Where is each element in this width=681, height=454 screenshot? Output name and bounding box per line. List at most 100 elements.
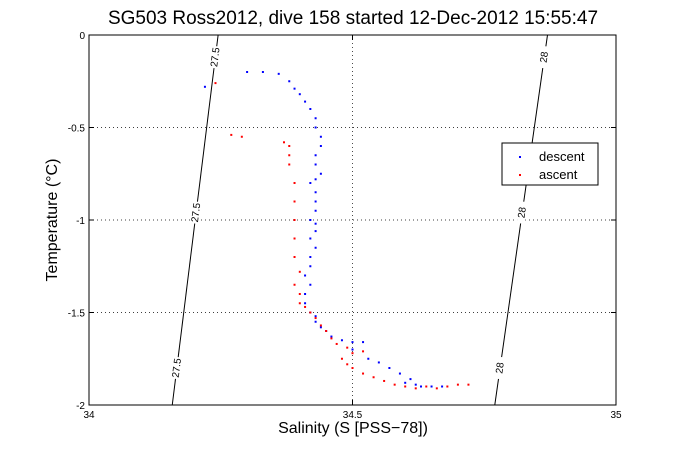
ascent-point <box>446 385 449 388</box>
ascent-point <box>298 293 301 295</box>
ascent-point <box>425 385 428 388</box>
ascent-point <box>456 383 459 386</box>
ascent-point <box>293 182 296 184</box>
ascent-point <box>362 350 365 353</box>
descent-point <box>314 154 317 157</box>
descent-point <box>314 200 317 203</box>
descent-point <box>288 80 291 83</box>
legend-box <box>501 142 599 186</box>
descent-point <box>277 72 280 75</box>
descent-point <box>309 237 312 240</box>
descent-point <box>377 361 380 364</box>
ascent-point <box>393 383 396 386</box>
x-tick-label: 34.5 <box>343 410 363 421</box>
descent-point <box>246 71 249 73</box>
isopycnal-label-mask <box>171 356 183 380</box>
descent-point <box>430 385 433 388</box>
ascent-point <box>298 302 301 305</box>
descent-point <box>314 178 317 181</box>
ascent-point <box>319 324 322 327</box>
descent-point <box>309 219 312 221</box>
y-tick-label: -1.5 <box>68 309 86 320</box>
legend-label-descent: descent <box>539 149 585 164</box>
isopycnal-label: 27.5 <box>171 357 184 378</box>
ascent-point <box>304 305 307 308</box>
descent-point <box>314 163 317 166</box>
ascent-point <box>435 387 438 390</box>
descent-point <box>314 126 317 129</box>
y-tick-label: 0 <box>79 31 85 42</box>
y-tick-label: -2 <box>76 401 85 412</box>
isopycnal-label: 28 <box>494 361 507 374</box>
ascent-point <box>293 219 296 221</box>
descent-point <box>203 85 206 88</box>
descent-point <box>261 71 264 73</box>
descent-point <box>314 117 317 120</box>
descent-point <box>319 135 322 138</box>
y-tick-label: -1 <box>76 216 85 227</box>
descent-point <box>309 265 312 268</box>
descent-point <box>351 348 354 351</box>
descent-point <box>309 182 312 184</box>
isopycnal-label-mask <box>516 201 528 225</box>
descent-point <box>319 145 322 147</box>
ascent-point <box>240 135 243 138</box>
ascent-point <box>372 376 375 379</box>
descent-point <box>304 274 307 277</box>
descent-point <box>319 326 322 329</box>
descent-point <box>304 293 307 295</box>
descent-point <box>441 385 444 388</box>
ascent-point <box>362 372 365 375</box>
ascent-point <box>346 363 349 366</box>
descent-point <box>362 341 365 344</box>
ascent-point <box>467 383 470 386</box>
ascent-point <box>414 387 417 390</box>
descent-series <box>203 71 444 388</box>
isopycnal-label: 28 <box>516 206 529 219</box>
isopycnal-group: 27.5 27.5 27.5 28 28 28 <box>171 35 551 405</box>
isopycnal-label-mask <box>494 356 506 380</box>
isopycnal-label-mask <box>210 45 221 69</box>
ascent-point <box>335 342 338 345</box>
ascent-point <box>351 352 354 355</box>
ascent-point <box>288 163 291 166</box>
ascent-point <box>288 154 291 157</box>
ascent-point <box>346 346 349 349</box>
descent-point <box>314 230 317 233</box>
descent-point <box>309 108 312 110</box>
isopycnal-label: 27.5 <box>190 202 203 223</box>
descent-point <box>404 381 407 384</box>
ascent-point <box>325 330 328 332</box>
ascent-point <box>404 385 407 388</box>
ascent-point <box>340 357 343 360</box>
descent-point <box>314 209 317 212</box>
legend: descent ascent <box>501 142 599 186</box>
descent-point <box>414 383 417 386</box>
ascent-point <box>293 256 296 258</box>
ascent-point <box>314 317 317 320</box>
ascent-series <box>214 82 470 390</box>
y-axis-label: Temperature (°C) <box>44 159 61 282</box>
ascent-point <box>288 145 291 147</box>
descent-point <box>319 172 322 175</box>
isopycnal-label: 27.5 <box>209 46 222 67</box>
plot-area: 27.5 27.5 27.5 28 28 28 34 34.5 35 0 -0.5 -1 -1.5 -2 <box>68 31 622 421</box>
ascent-point <box>282 141 285 144</box>
descent-point <box>398 372 401 375</box>
ascent-point <box>293 237 296 240</box>
chart-title: SG503 Ross2012, dive 158 started 12-Dec-… <box>108 8 598 29</box>
ascent-point <box>214 82 217 85</box>
descent-point <box>304 302 307 305</box>
descent-point <box>309 256 312 258</box>
x-axis-label: Salinity (S [PSS−78]) <box>278 420 428 437</box>
ascent-point <box>351 367 354 369</box>
y-tick-label: -0.5 <box>68 124 86 135</box>
legend-label-ascent: ascent <box>539 167 578 182</box>
isopycnal-label: 28 <box>539 51 552 64</box>
descent-point <box>298 93 301 96</box>
descent-point <box>309 283 312 286</box>
legend-marker-ascent <box>519 174 521 176</box>
x-tick-label: 34 <box>83 410 95 421</box>
isopycnal-label-mask <box>190 201 202 225</box>
